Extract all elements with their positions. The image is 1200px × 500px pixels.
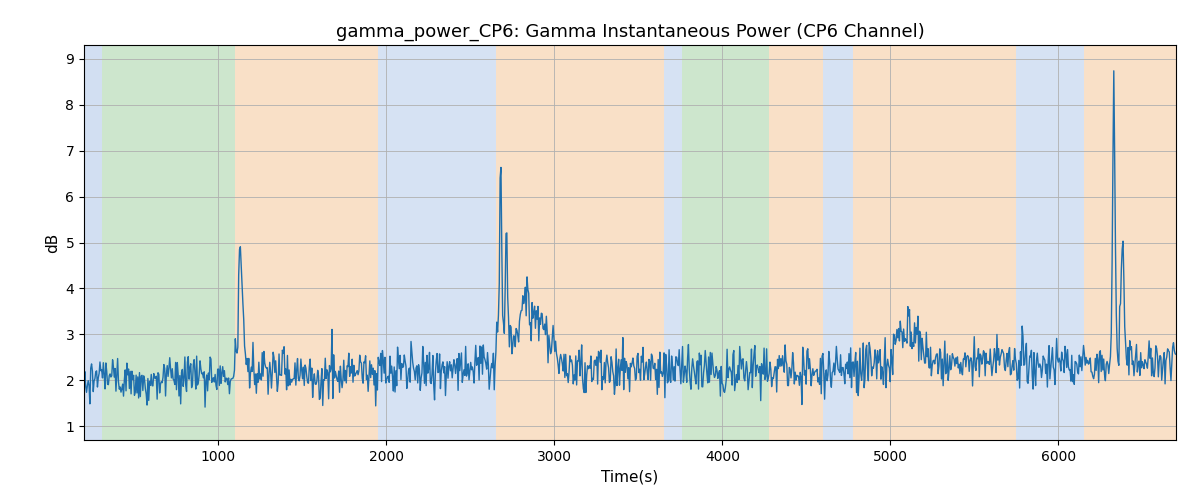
Y-axis label: dB: dB [44,232,60,252]
Bar [412,45,496,440]
Bar [84,45,102,440]
Bar [378,45,412,440]
Bar [769,45,823,440]
Bar [235,45,378,440]
Bar [1016,45,1084,440]
X-axis label: Time(s): Time(s) [601,470,659,484]
Bar [664,45,682,440]
Bar [823,45,853,440]
Bar [682,45,769,440]
Title: gamma_power_CP6: Gamma Instantaneous Power (CP6 Channel): gamma_power_CP6: Gamma Instantaneous Pow… [336,22,924,41]
Bar [853,45,1016,440]
Bar [102,45,235,440]
Bar [1084,45,1176,440]
Bar [496,45,664,440]
